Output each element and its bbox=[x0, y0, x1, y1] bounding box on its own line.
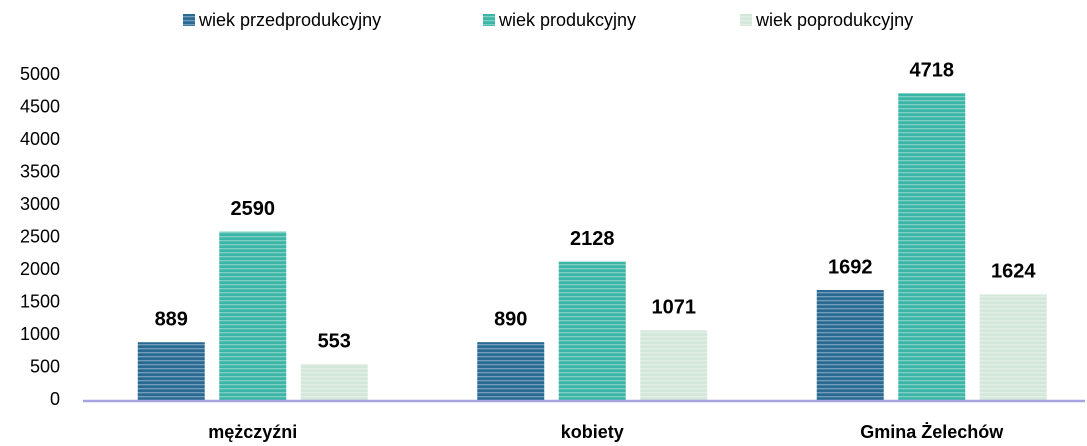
bar bbox=[477, 342, 545, 400]
y-tick-label: 5000 bbox=[20, 64, 60, 84]
y-tick-label: 500 bbox=[30, 356, 60, 376]
legend-label: wiek poprodukcyjny bbox=[755, 10, 913, 30]
legend-swatch bbox=[183, 14, 195, 26]
legend-label: wiek przedprodukcyjny bbox=[198, 10, 381, 30]
y-tick-label: 1500 bbox=[20, 291, 60, 311]
y-tick-label: 4500 bbox=[20, 96, 60, 116]
bar bbox=[816, 290, 884, 400]
y-tick-label: 2500 bbox=[20, 226, 60, 246]
value-label: 1071 bbox=[652, 297, 697, 319]
x-tick-label: mężczyźni bbox=[208, 422, 297, 442]
y-tick-label: 1000 bbox=[20, 324, 60, 344]
x-tick-label: Gmina Żelechów bbox=[860, 422, 1004, 442]
value-label: 890 bbox=[494, 308, 527, 330]
bar bbox=[979, 294, 1047, 400]
y-tick-label: 3500 bbox=[20, 161, 60, 181]
legend-swatch bbox=[740, 14, 752, 26]
legend-label: wiek produkcyjny bbox=[498, 10, 636, 30]
legend-swatch bbox=[483, 14, 495, 26]
value-label: 553 bbox=[318, 330, 351, 352]
value-label: 2590 bbox=[231, 198, 276, 220]
bar bbox=[219, 231, 287, 400]
value-label: 1624 bbox=[991, 261, 1036, 283]
y-tick-label: 2000 bbox=[20, 259, 60, 279]
bar bbox=[558, 261, 626, 400]
value-label: 1692 bbox=[828, 256, 873, 278]
value-label: 889 bbox=[155, 308, 188, 330]
bar bbox=[898, 93, 966, 400]
y-tick-label: 0 bbox=[50, 389, 60, 409]
value-label: 4718 bbox=[910, 60, 955, 82]
value-label: 2128 bbox=[570, 228, 615, 250]
bar bbox=[300, 364, 368, 400]
x-tick-label: kobiety bbox=[561, 422, 624, 442]
bar bbox=[640, 330, 708, 400]
y-tick-label: 3000 bbox=[20, 194, 60, 214]
bar bbox=[137, 342, 205, 400]
y-tick-label: 4000 bbox=[20, 129, 60, 149]
